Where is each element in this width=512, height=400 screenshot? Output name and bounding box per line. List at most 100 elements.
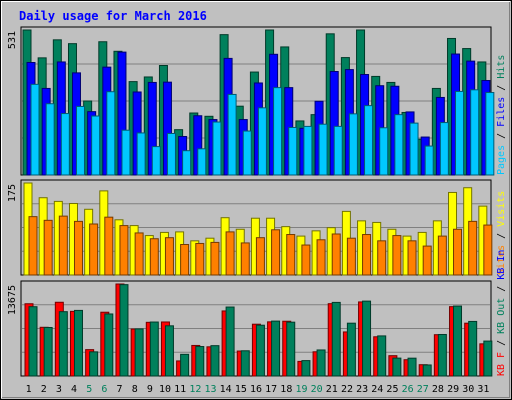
y-max-label-hits_files_pages: 531 <box>7 31 18 49</box>
bar-pages-day-5 <box>91 115 101 176</box>
bar-kb-in-day-24 <box>377 335 387 377</box>
bar-pages-day-29 <box>455 90 465 176</box>
x-tick-label-day-14: 14 <box>220 384 232 395</box>
side-label-part-visits_sites-0: Sites <box>496 245 507 275</box>
bar-pages-day-26 <box>409 122 419 176</box>
bar-sites-day-25 <box>392 235 402 276</box>
side-label-part-hits_files_pages-4: Hits <box>496 55 507 79</box>
bar-kb-in-day-19 <box>301 360 311 377</box>
side-label-visits_sites: Sites / Visits <box>496 191 507 275</box>
x-tick-label-day-26: 26 <box>402 384 414 395</box>
bar-pages-day-23 <box>364 105 374 176</box>
bar-kb-in-day-6 <box>104 313 114 377</box>
x-tick-label-day-9: 9 <box>147 384 153 395</box>
bar-pages-day-6 <box>106 91 116 176</box>
bar-sites-day-8 <box>134 232 144 276</box>
bar-pages-day-18 <box>288 126 298 176</box>
bar-kb-in-day-16 <box>255 324 265 377</box>
bar-kb-in-day-14 <box>225 306 235 377</box>
bar-pages-day-24 <box>379 127 389 176</box>
bar-kb-in-day-12 <box>195 346 205 377</box>
bar-pages-day-25 <box>394 114 404 176</box>
bar-kb-in-day-22 <box>346 322 356 377</box>
y-max-label-visits_sites: 175 <box>7 184 18 202</box>
bar-kb-in-day-7 <box>119 284 129 377</box>
x-tick-label-day-12: 12 <box>189 384 201 395</box>
bar-sites-day-29 <box>453 228 463 276</box>
bar-kb-in-day-2 <box>43 326 53 377</box>
bar-kb-in-day-1 <box>28 306 38 377</box>
bar-kb-in-day-10 <box>164 325 174 377</box>
bar-pages-day-14 <box>227 93 237 176</box>
x-tick-label-day-10: 10 <box>159 384 171 395</box>
x-tick-label-day-7: 7 <box>117 384 123 395</box>
bar-pages-day-12 <box>197 148 207 176</box>
bar-kb-in-day-28 <box>437 333 447 377</box>
bar-kb-in-day-17 <box>271 320 281 377</box>
x-tick-label-day-30: 30 <box>462 384 474 395</box>
side-label-part-kb-2: KB Out <box>496 298 507 334</box>
bar-kb-in-day-13 <box>210 345 220 377</box>
bar-sites-day-18 <box>286 234 296 276</box>
bar-sites-day-7 <box>119 225 129 276</box>
bar-sites-day-6 <box>104 216 114 276</box>
bar-sites-day-31 <box>483 224 493 276</box>
x-tick-label-day-8: 8 <box>132 384 138 395</box>
bar-pages-day-19 <box>303 125 313 176</box>
bar-pages-day-15 <box>242 130 252 176</box>
x-tick-label-day-15: 15 <box>235 384 247 395</box>
bar-kb-in-day-25 <box>392 357 402 377</box>
side-label-part-hits_files_pages-1: / <box>496 127 507 145</box>
bar-kb-in-day-8 <box>134 328 144 377</box>
bar-pages-day-9 <box>151 146 161 176</box>
bar-sites-day-9 <box>149 238 159 276</box>
x-tick-label-day-16: 16 <box>250 384 262 395</box>
bar-pages-day-13 <box>212 121 222 176</box>
side-label-part-hits_files_pages-3: / <box>496 79 507 97</box>
x-tick-label-day-25: 25 <box>386 384 398 395</box>
x-tick-label-day-18: 18 <box>280 384 292 395</box>
bar-sites-day-23 <box>362 234 372 276</box>
x-tick-label-day-17: 17 <box>265 384 277 395</box>
side-label-part-visits_sites-2: Visits <box>496 191 507 227</box>
bar-sites-day-4 <box>73 220 83 276</box>
bar-sites-day-19 <box>301 244 311 276</box>
bar-pages-day-17 <box>273 87 283 176</box>
bar-pages-day-28 <box>439 122 449 176</box>
bar-pages-day-4 <box>75 105 85 176</box>
bar-kb-in-day-3 <box>58 311 68 377</box>
bar-kb-in-day-31 <box>483 340 493 377</box>
bar-pages-day-8 <box>136 132 146 176</box>
bar-pages-day-22 <box>348 113 358 176</box>
x-tick-label-day-13: 13 <box>204 384 216 395</box>
bar-pages-day-30 <box>470 89 480 176</box>
bar-sites-day-12 <box>195 242 205 276</box>
bar-sites-day-2 <box>43 219 53 276</box>
side-label-part-hits_files_pages-2: Files <box>496 97 507 127</box>
x-tick-label-day-11: 11 <box>174 384 186 395</box>
x-tick-label-day-28: 28 <box>432 384 444 395</box>
x-tick-label-day-6: 6 <box>101 384 107 395</box>
side-label-hits_files_pages: Pages / Files / Hits <box>496 55 507 175</box>
x-tick-label-day-5: 5 <box>86 384 92 395</box>
bar-pages-day-10 <box>166 132 176 176</box>
y-max-label-kb: 13675 <box>7 285 18 315</box>
bar-pages-day-20 <box>318 123 328 176</box>
bar-pages-day-31 <box>485 92 495 176</box>
x-tick-label-day-24: 24 <box>371 384 383 395</box>
bar-pages-day-2 <box>45 103 55 176</box>
bar-kb-in-day-20 <box>316 349 326 377</box>
x-tick-label-day-22: 22 <box>341 384 353 395</box>
bar-kb-in-day-11 <box>180 353 190 377</box>
bar-pages-day-7 <box>121 129 131 176</box>
bar-sites-day-28 <box>437 235 447 276</box>
bar-kb-in-day-15 <box>240 350 250 377</box>
bar-kb-in-day-18 <box>286 321 296 377</box>
bar-sites-day-26 <box>407 240 417 276</box>
chart-title: Daily usage for March 2016 <box>19 9 207 23</box>
bar-sites-day-5 <box>89 223 99 276</box>
bar-sites-day-13 <box>210 241 220 276</box>
bar-pages-day-27 <box>424 145 434 176</box>
